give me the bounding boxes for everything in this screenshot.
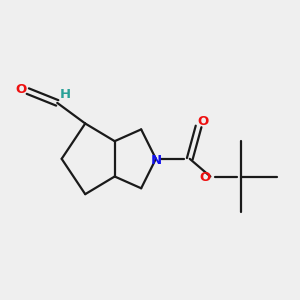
Text: N: N xyxy=(150,154,161,167)
Text: O: O xyxy=(200,172,211,184)
Text: H: H xyxy=(60,88,71,101)
Text: O: O xyxy=(16,83,27,96)
Text: O: O xyxy=(197,115,208,128)
